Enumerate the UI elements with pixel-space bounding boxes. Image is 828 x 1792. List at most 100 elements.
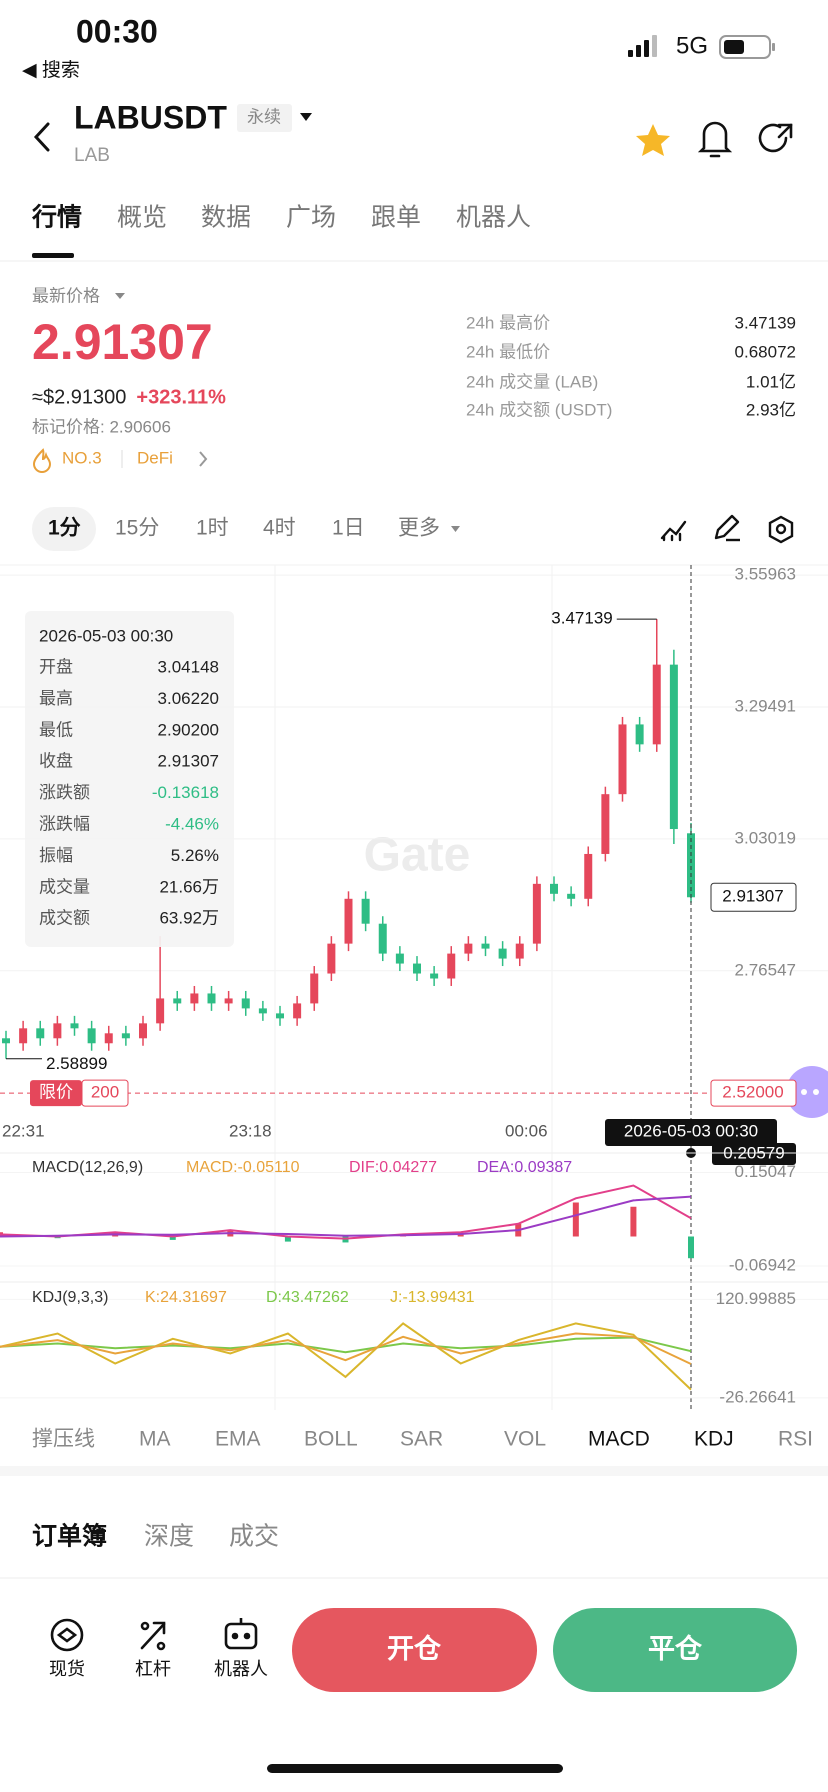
tab[interactable]: 行情 <box>31 204 82 232</box>
candle-body <box>156 998 165 1024</box>
sector-tag[interactable]: DeFi <box>137 448 173 467</box>
macd-title: MACD(12,26,9) <box>32 1159 143 1176</box>
back-button[interactable] <box>33 122 50 152</box>
indicator-tab[interactable]: EMA <box>215 1428 261 1451</box>
bell-icon[interactable] <box>697 121 733 158</box>
candle-body <box>550 883 558 894</box>
interval[interactable]: 15分 <box>115 517 159 540</box>
candle-body <box>241 998 250 1009</box>
nav-label[interactable]: 杠杆 <box>135 1659 171 1679</box>
candle-body <box>669 664 678 830</box>
bot-icon[interactable] <box>224 1618 258 1650</box>
candle-body <box>327 943 336 974</box>
status-time: 00:30 <box>76 13 158 49</box>
k-value: K:24.31697 <box>145 1289 227 1306</box>
crosshair-time-bg <box>605 1119 777 1146</box>
tab[interactable]: 广场 <box>286 204 336 232</box>
limit-tag: 限价 <box>39 1083 73 1102</box>
candle-body <box>258 1008 267 1014</box>
candle-body <box>190 993 199 1004</box>
candle-body <box>464 943 473 954</box>
tooltip-value: -4.46% <box>165 814 219 833</box>
home-indicator <box>267 1764 563 1773</box>
tab[interactable]: 机器人 <box>456 204 531 232</box>
draw-icon[interactable] <box>714 514 740 542</box>
nav-label[interactable]: 现货 <box>49 1659 85 1679</box>
tooltip-value: -0.13618 <box>152 783 219 802</box>
x-tick-label: 23:18 <box>229 1121 272 1140</box>
interval[interactable]: 更多 <box>398 517 440 540</box>
candle-body <box>618 724 627 795</box>
candle-body <box>635 724 644 745</box>
settings-icon[interactable] <box>768 515 794 544</box>
interval[interactable]: 1时 <box>196 517 229 540</box>
tooltip-time: 2026-05-03 00:30 <box>39 626 173 645</box>
tooltip-label: 收盘 <box>39 752 73 771</box>
share-icon[interactable] <box>758 123 793 153</box>
spot-icon[interactable] <box>50 1618 84 1652</box>
candle-body <box>36 1028 45 1039</box>
tab-underline <box>32 253 74 258</box>
indicator-tab[interactable]: VOL <box>504 1428 546 1451</box>
candle-body <box>19 1028 28 1044</box>
interval[interactable]: 1分 <box>48 517 81 540</box>
j-value: J:-13.99431 <box>390 1289 475 1306</box>
candle-body <box>121 1033 130 1039</box>
indicator-tab[interactable]: 撑压线 <box>32 1428 95 1451</box>
network-label: 5G <box>676 32 708 59</box>
d-value: D:43.47262 <box>266 1289 349 1306</box>
candle-body <box>395 953 404 964</box>
candle-body <box>104 1033 113 1044</box>
margin-icon[interactable] <box>140 1621 166 1651</box>
macd-bar <box>284 1236 291 1242</box>
d-line <box>0 1336 692 1354</box>
hot-icon <box>32 448 52 473</box>
interval[interactable]: 1日 <box>332 517 365 540</box>
open-position-button[interactable] <box>292 1608 537 1692</box>
interval[interactable]: 4时 <box>263 517 296 540</box>
tab[interactable]: 概览 <box>117 204 167 232</box>
k-line <box>0 1332 692 1365</box>
assistant-bubble[interactable] <box>786 1066 828 1118</box>
signal-icon <box>628 35 657 57</box>
close-position-button[interactable] <box>553 1608 797 1692</box>
candle-body <box>87 1028 96 1044</box>
high-marker: 3.47139 <box>551 609 612 628</box>
tab[interactable]: 数据 <box>201 204 251 232</box>
tooltip-label: 成交额 <box>39 909 90 928</box>
y-tick-label: 3.03019 <box>735 828 796 847</box>
stat-value: 2.93亿 <box>746 400 796 419</box>
y-tick-label: 120.99885 <box>716 1289 796 1308</box>
rank: NO.3 <box>62 448 102 467</box>
y-tick-label: -26.26641 <box>719 1387 796 1406</box>
candle-body <box>430 973 439 979</box>
stat-label: 24h 成交量 (LAB) <box>466 372 598 391</box>
badge-bg <box>237 104 292 132</box>
y-tick-label: 3.29491 <box>735 697 796 716</box>
indicator-tab[interactable]: MACD <box>588 1428 650 1451</box>
close-position[interactable]: 平仓 <box>648 1634 703 1664</box>
candle-body <box>2 1038 10 1044</box>
dropdown-arrow[interactable] <box>300 113 312 121</box>
back-to-search[interactable]: ◀ 搜索 <box>22 59 80 81</box>
book-tab[interactable]: 成交 <box>229 1523 279 1551</box>
tab[interactable]: 跟单 <box>371 204 421 232</box>
indicator-icon[interactable] <box>660 520 687 542</box>
tooltip-value: 21.66万 <box>159 877 219 896</box>
tooltip-label: 开盘 <box>39 657 73 676</box>
candle-body <box>53 1023 62 1039</box>
nav-label[interactable]: 机器人 <box>214 1659 268 1679</box>
indicator-tab[interactable]: MA <box>139 1428 171 1451</box>
indicator-tab[interactable]: RSI <box>778 1428 813 1451</box>
indicator-tab[interactable]: SAR <box>400 1428 443 1451</box>
indicator-tab[interactable]: KDJ <box>694 1428 734 1451</box>
chevron[interactable] <box>199 451 208 467</box>
book-tab[interactable]: 深度 <box>144 1523 194 1551</box>
macd-bar <box>572 1202 579 1237</box>
section-gap <box>0 1466 828 1476</box>
book-tab[interactable]: 订单簿 <box>32 1522 107 1551</box>
open-position[interactable]: 开仓 <box>387 1634 442 1664</box>
usd-price: ≈$2.91300 <box>32 386 126 408</box>
indicator-tab[interactable]: BOLL <box>304 1428 358 1451</box>
favorite-star[interactable] <box>636 124 670 156</box>
